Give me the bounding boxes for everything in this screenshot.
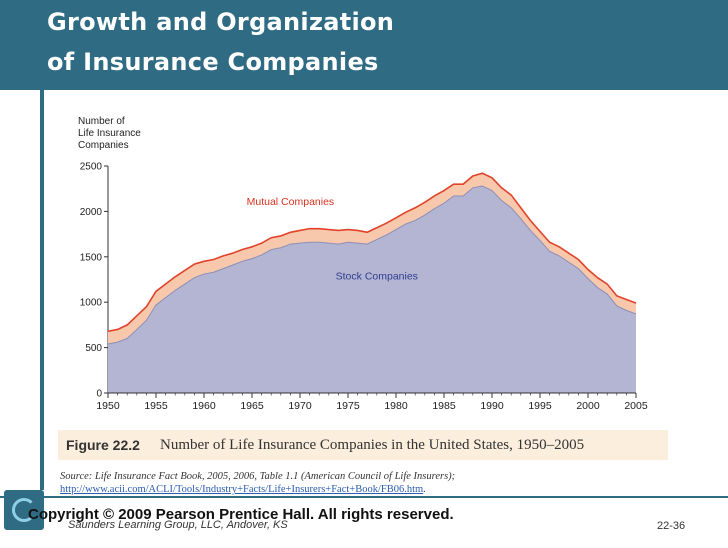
- x-tick-label: 1980: [384, 400, 408, 412]
- y-tick-label: 2000: [80, 207, 103, 218]
- footer-bar: [0, 496, 728, 548]
- x-tick-label: 1970: [288, 400, 312, 412]
- x-tick-label: 2000: [576, 400, 600, 412]
- source-text: Source: Life Insurance Fact Book, 2005, …: [60, 471, 456, 482]
- y-tick-label: 500: [85, 343, 102, 354]
- source-suffix: .: [423, 484, 426, 495]
- stock-companies-label: Stock Companies: [336, 271, 418, 283]
- logo-mark: [12, 498, 36, 522]
- x-tick-label: 1985: [432, 400, 456, 412]
- y-axis-label-line: Number of: [78, 116, 125, 127]
- source-link[interactable]: http://www.acii.com/ACLI/Tools/Industry+…: [60, 484, 424, 495]
- chart-areas: [107, 172, 637, 393]
- y-tick-label: 2500: [80, 162, 103, 173]
- figure-label: Figure 22.2: [66, 437, 140, 453]
- x-axis: 1950 1955 1960 1965 1970 1975 1980 1985 1990 1995…: [96, 392, 648, 412]
- mutual-companies-label: Mutual Companies: [247, 196, 335, 208]
- stock-companies-area: [108, 185, 636, 393]
- page-number: 22-36: [657, 520, 686, 532]
- x-tick-label: 2005: [624, 400, 648, 412]
- x-tick-label: 1990: [480, 400, 504, 412]
- figure-source: Source: Life Insurance Fact Book, 2005, …: [60, 470, 670, 496]
- chart-annotations: Mutual Companies Stock Companies: [247, 196, 418, 282]
- figure-caption-band: [58, 430, 668, 460]
- slide-title-line-2: of Insurance Companies: [47, 48, 379, 76]
- title-bar: [0, 0, 728, 90]
- y-axis-label-line: Life Insurance: [78, 128, 141, 139]
- x-tick-label: 1975: [336, 400, 360, 412]
- publisher-logo: [4, 490, 44, 530]
- x-tick-label: 1960: [192, 400, 216, 412]
- x-tick-label: 1965: [240, 400, 264, 412]
- y-tick-label: 0: [96, 389, 102, 400]
- x-tick-label: 1995: [528, 400, 552, 412]
- left-accent-rule: [40, 90, 44, 490]
- y-axis-label-line: Companies: [78, 140, 129, 151]
- y-tick-label: 1000: [80, 298, 103, 309]
- copyright-notice: Copyright © 2009 Pearson Prentice Hall. …: [28, 506, 454, 523]
- y-tick-label: 1500: [80, 252, 103, 263]
- x-tick-label: 1955: [144, 400, 168, 412]
- figure-caption: Number of Life Insurance Companies in th…: [160, 437, 585, 453]
- x-tick-label: 1950: [96, 400, 120, 412]
- slide-title-line-1: Growth and Organization: [47, 8, 395, 36]
- stock-companies-line: [107, 185, 637, 345]
- publisher-credit: Saunders Learning Group, LLC, Andover, K…: [68, 519, 288, 531]
- y-axis-ticks: 0 500 1000 1500 2000 2500: [80, 162, 109, 400]
- total-companies-line: [107, 172, 637, 333]
